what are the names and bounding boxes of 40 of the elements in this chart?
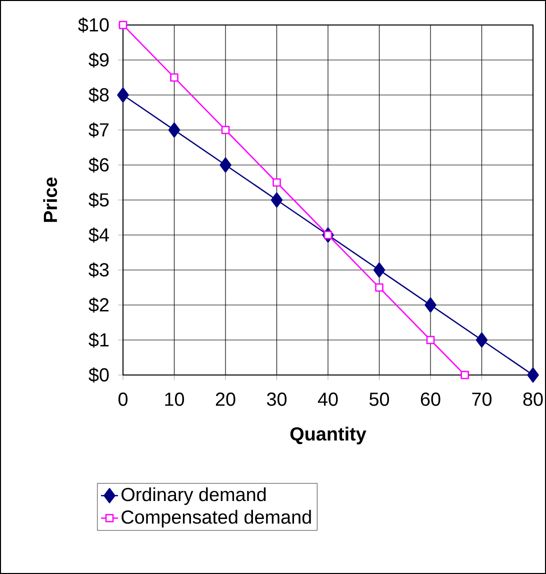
point <box>117 87 129 103</box>
y-tick-label: $1 <box>88 332 109 348</box>
point <box>476 332 488 348</box>
x-tick-label: 60 <box>420 392 440 406</box>
x-tick-label: 30 <box>266 392 287 406</box>
point <box>220 157 232 173</box>
x-tick-label: 0 <box>118 392 128 406</box>
y-tick-label: $0 <box>88 367 109 383</box>
point <box>375 283 384 292</box>
y-tick-label: $10 <box>78 17 109 33</box>
y-tick-label: $8 <box>88 87 109 103</box>
y-tick-label: $5 <box>88 192 109 208</box>
point <box>170 73 178 82</box>
x-tick-label: 20 <box>216 392 236 406</box>
y-tick-label: $2 <box>88 297 109 313</box>
point <box>270 192 283 208</box>
point <box>424 297 436 313</box>
point <box>272 178 281 187</box>
point <box>221 126 230 134</box>
x-tick-label: 40 <box>318 392 338 406</box>
x-axis-title: Quantity <box>290 426 366 444</box>
x-tick-label: 70 <box>472 392 492 406</box>
legend-label: Compensated demand <box>122 510 311 528</box>
y-tick-label: $7 <box>88 122 109 138</box>
point <box>168 122 180 138</box>
point <box>118 20 128 30</box>
legend-label: Ordinary demand <box>122 487 266 505</box>
point <box>460 370 469 380</box>
y-tick-label: $4 <box>88 227 109 243</box>
y-tick-label: $6 <box>88 157 109 173</box>
y-tick-label: $3 <box>88 262 109 278</box>
x-tick-label: 80 <box>523 392 543 406</box>
point <box>426 336 435 344</box>
y-axis-title: Price <box>43 178 58 222</box>
point <box>373 262 386 278</box>
point <box>324 230 332 240</box>
x-tick-label: 10 <box>165 392 184 406</box>
x-tick-label: 50 <box>369 392 390 406</box>
point <box>527 367 539 383</box>
y-tick-label: $9 <box>88 52 109 68</box>
